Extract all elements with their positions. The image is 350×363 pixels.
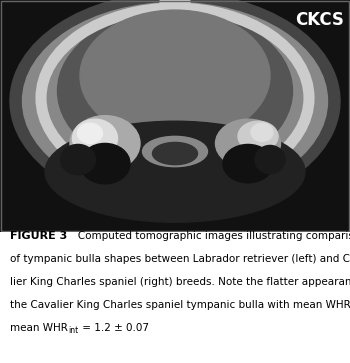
Ellipse shape [45, 121, 305, 222]
Ellipse shape [77, 123, 103, 143]
Ellipse shape [142, 136, 208, 167]
Text: = 1.2 ± 0.07: = 1.2 ± 0.07 [79, 323, 149, 333]
Text: of tympanic bulla shapes between Labrador retriever (left) and Cava-: of tympanic bulla shapes between Labrado… [10, 254, 350, 264]
Text: lier King Charles spaniel (right) breeds. Note the flatter appearance of: lier King Charles spaniel (right) breeds… [10, 277, 350, 287]
Text: mean WHR: mean WHR [10, 323, 68, 333]
Ellipse shape [80, 143, 130, 184]
Ellipse shape [216, 119, 280, 168]
Ellipse shape [70, 116, 140, 171]
Ellipse shape [153, 142, 197, 165]
Bar [170, 0, 180, 20]
Ellipse shape [72, 119, 118, 158]
Ellipse shape [223, 144, 273, 183]
Ellipse shape [160, 0, 190, 11]
Text: CKCS: CKCS [295, 11, 344, 29]
Text: FIGURE 3: FIGURE 3 [10, 232, 68, 241]
Ellipse shape [251, 123, 273, 142]
Ellipse shape [80, 10, 270, 142]
Ellipse shape [10, 0, 340, 209]
Ellipse shape [22, 3, 328, 200]
Text: Computed tomographic images illustrating comparison: Computed tomographic images illustrating… [68, 232, 350, 241]
Ellipse shape [238, 121, 278, 151]
Ellipse shape [255, 146, 285, 174]
Ellipse shape [61, 144, 96, 175]
Text: int: int [68, 326, 79, 335]
Text: the Cavalier King Charles spaniel tympanic bulla with mean WHR: the Cavalier King Charles spaniel tympan… [10, 300, 350, 310]
Ellipse shape [57, 10, 293, 172]
